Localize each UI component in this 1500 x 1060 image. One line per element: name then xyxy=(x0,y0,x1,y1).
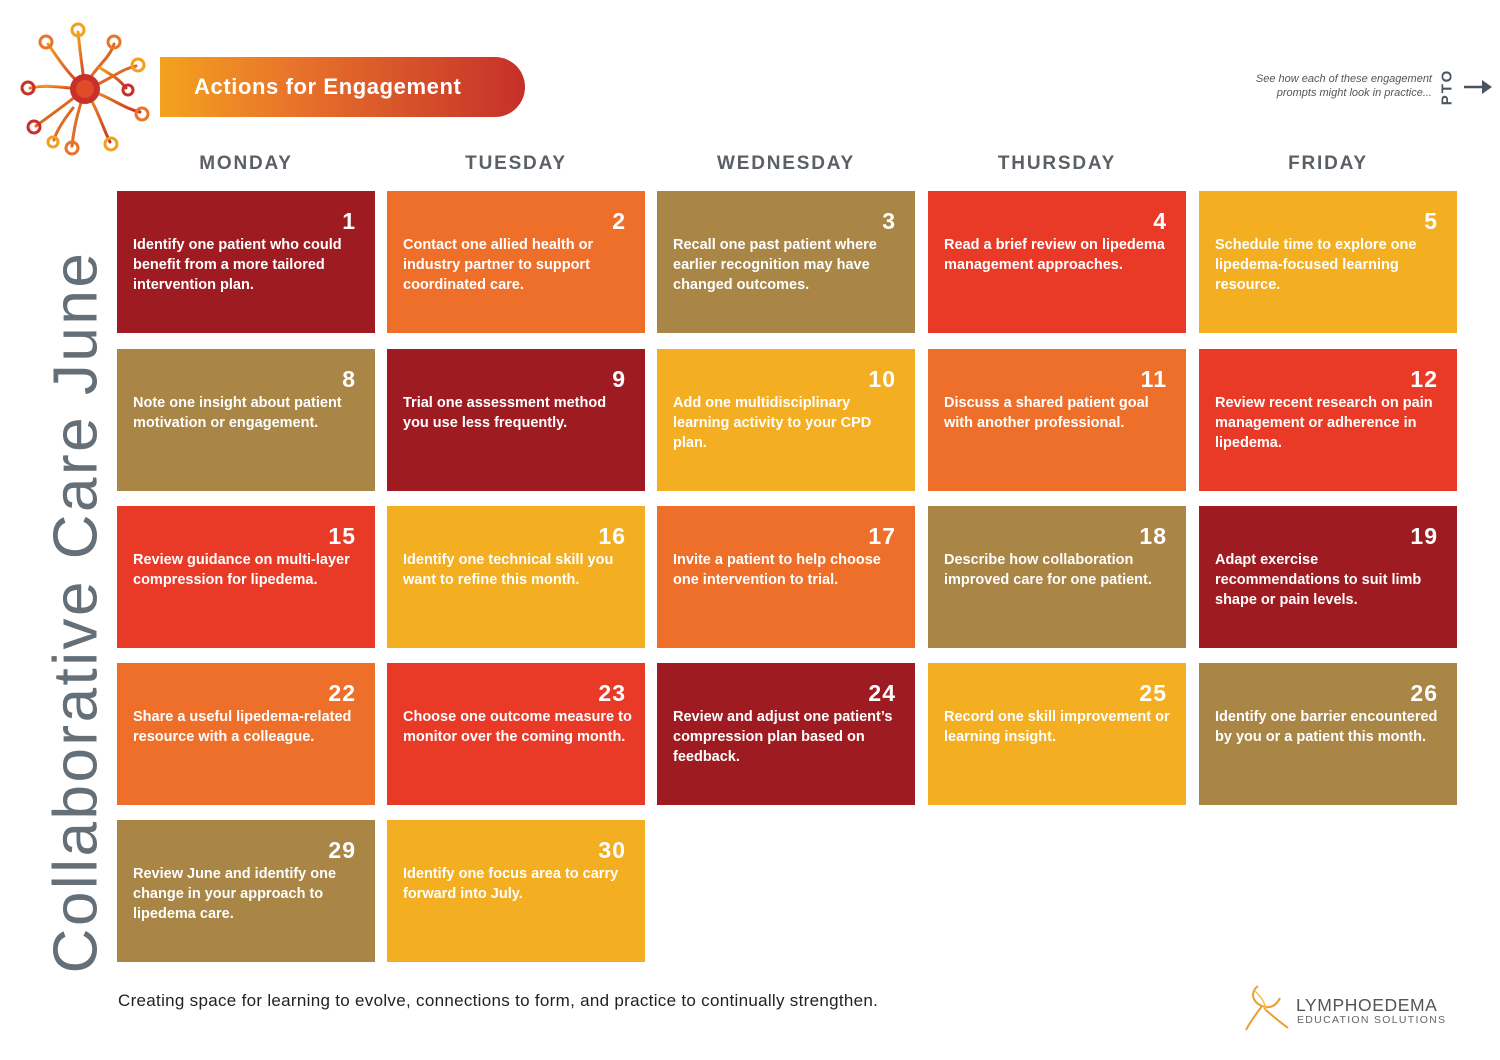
brand-logo: LYMPHOEDEMA EDUCATION SOLUTIONS xyxy=(1240,982,1460,1034)
day-number: 25 xyxy=(1139,680,1167,706)
calendar-cell-day-2: 2 Contact one allied health or industry … xyxy=(387,191,645,333)
calendar-cell-day-24: 24 Review and adjust one patient’s compr… xyxy=(657,663,915,805)
day-prompt: Identify one technical skill you want to… xyxy=(403,552,614,588)
day-number: 5 xyxy=(1424,208,1438,234)
day-number: 1 xyxy=(342,208,356,234)
radial-network-logo-icon xyxy=(19,22,151,156)
calendar-cell-day-17: 17 Invite a patient to help choose one i… xyxy=(657,506,915,648)
header-banner: Actions for Engagement xyxy=(160,57,525,117)
day-number: 12 xyxy=(1410,366,1438,392)
banner-title: Actions for Engagement xyxy=(194,74,462,99)
calendar-cell-day-3: 3 Recall one past patient where earlier … xyxy=(657,191,915,333)
pto-label-text: PTO xyxy=(1438,68,1456,106)
calendar-cell-day-30: 30 Identify one focus area to carry forw… xyxy=(387,820,645,962)
side-title: Collaborative Care June xyxy=(28,251,124,974)
day-number: 9 xyxy=(612,366,626,392)
calendar-cell-day-22: 22 Share a useful lipedema-related resou… xyxy=(117,663,375,805)
day-number: 24 xyxy=(868,680,896,706)
day-header-friday: FRIDAY xyxy=(1288,153,1368,174)
calendar-cell-day-10: 10 Add one multidisciplinary learning ac… xyxy=(657,349,915,491)
day-number: 22 xyxy=(328,680,356,706)
day-number: 30 xyxy=(598,837,626,863)
calendar-cell-day-11: 11 Discuss a shared patient goal with an… xyxy=(928,349,1186,491)
day-number: 16 xyxy=(598,523,626,549)
calendar-cell-day-12: 12 Review recent research on pain manage… xyxy=(1199,349,1457,491)
calendar-cell-day-8: 8 Note one insight about patient motivat… xyxy=(117,349,375,491)
calendar-cell-day-19: 19 Adapt exercise recommendations to sui… xyxy=(1199,506,1457,648)
calendar-cell-day-29: 29 Review June and identify one change i… xyxy=(117,820,375,962)
day-number: 29 xyxy=(328,837,356,863)
calendar-cell-day-5: 5 Schedule time to explore one lipedema-… xyxy=(1199,191,1457,333)
day-prompt: Note one insight about patient motivatio… xyxy=(133,395,342,431)
day-number: 15 xyxy=(328,523,356,549)
day-prompt: Trial one assessment method you use less… xyxy=(403,395,607,431)
calendar-cell-day-4: 4 Read a brief review on lipedema manage… xyxy=(928,191,1186,333)
day-number: 4 xyxy=(1153,208,1167,234)
day-prompt: Recall one past patient where earlier re… xyxy=(673,237,877,293)
ribbon-figure-icon xyxy=(1245,985,1289,1031)
footer-tagline: Creating space for learning to evolve, c… xyxy=(118,991,879,1010)
day-header-wednesday: WEDNESDAY xyxy=(717,153,855,174)
day-number: 8 xyxy=(342,366,356,392)
day-number: 17 xyxy=(868,523,896,549)
calendar-cell-day-15: 15 Review guidance on multi-layer compre… xyxy=(117,506,375,648)
day-number: 19 xyxy=(1410,523,1438,549)
calendar-cell-day-18: 18 Describe how collaboration improved c… xyxy=(928,506,1186,648)
day-number: 3 xyxy=(882,208,896,234)
pto-note-line-2: prompts might look in practice... xyxy=(1276,87,1432,99)
day-number: 2 xyxy=(612,208,626,234)
day-prompt: Identify one barrier encountered by you … xyxy=(1215,709,1438,745)
day-number: 26 xyxy=(1410,680,1438,706)
pto-note: See how each of these engagement prompts… xyxy=(1256,72,1432,100)
day-prompt: Add one multidisciplinary learning activ… xyxy=(673,395,872,451)
day-number: 23 xyxy=(598,680,626,706)
day-prompt: Describe how collaboration improved care… xyxy=(944,552,1152,588)
side-title-text: Collaborative Care June xyxy=(41,250,111,974)
day-number: 11 xyxy=(1140,366,1167,392)
pto-label[interactable]: PTO xyxy=(1430,66,1464,108)
day-prompt: Discuss a shared patient goal with anoth… xyxy=(944,395,1149,431)
day-prompt: Record one skill improvement or learning… xyxy=(944,709,1170,745)
day-prompt: Contact one allied health or industry pa… xyxy=(403,237,594,293)
day-prompt: Share a useful lipedema-related resource… xyxy=(133,709,352,745)
day-number: 10 xyxy=(868,366,896,392)
day-prompt: Identify one patient who could benefit f… xyxy=(133,237,342,293)
brand-subtitle: EDUCATION SOLUTIONS xyxy=(1297,1014,1447,1026)
day-prompt: Invite a patient to help choose one inte… xyxy=(673,552,881,588)
calendar-cell-day-26: 26 Identify one barrier encountered by y… xyxy=(1199,663,1457,805)
calendar-cell-day-1: 1 Identify one patient who could benefit… xyxy=(117,191,375,333)
day-prompt: Review and adjust one patient’s compress… xyxy=(673,709,893,765)
pto-note-line-1: See how each of these engagement xyxy=(1255,73,1432,85)
day-prompt: Adapt exercise recommendations to suit l… xyxy=(1215,552,1422,608)
day-number: 18 xyxy=(1139,523,1167,549)
day-header-tuesday: TUESDAY xyxy=(465,153,567,174)
arrow-right-icon[interactable] xyxy=(1462,77,1494,97)
day-header-monday: MONDAY xyxy=(199,153,293,174)
day-prompt: Schedule time to explore one lipedema-fo… xyxy=(1215,237,1417,293)
day-prompt: Review recent research on pain managemen… xyxy=(1215,395,1433,451)
calendar-cell-day-16: 16 Identify one technical skill you want… xyxy=(387,506,645,648)
day-prompt: Identify one focus area to carry forward… xyxy=(403,866,619,902)
calendar-cell-day-23: 23 Choose one outcome measure to monitor… xyxy=(387,663,645,805)
day-prompt: Review guidance on multi-layer compressi… xyxy=(133,552,350,588)
day-prompt: Review June and identify one change in y… xyxy=(133,866,337,922)
day-prompt: Choose one outcome measure to monitor ov… xyxy=(403,709,632,745)
calendar-cell-day-9: 9 Trial one assessment method you use le… xyxy=(387,349,645,491)
brand-name: LYMPHOEDEMA xyxy=(1296,995,1438,1015)
day-header-thursday: THURSDAY xyxy=(997,153,1117,174)
calendar-cell-day-25: 25 Record one skill improvement or learn… xyxy=(928,663,1186,805)
day-prompt: Read a brief review on lipedema manageme… xyxy=(944,237,1165,273)
